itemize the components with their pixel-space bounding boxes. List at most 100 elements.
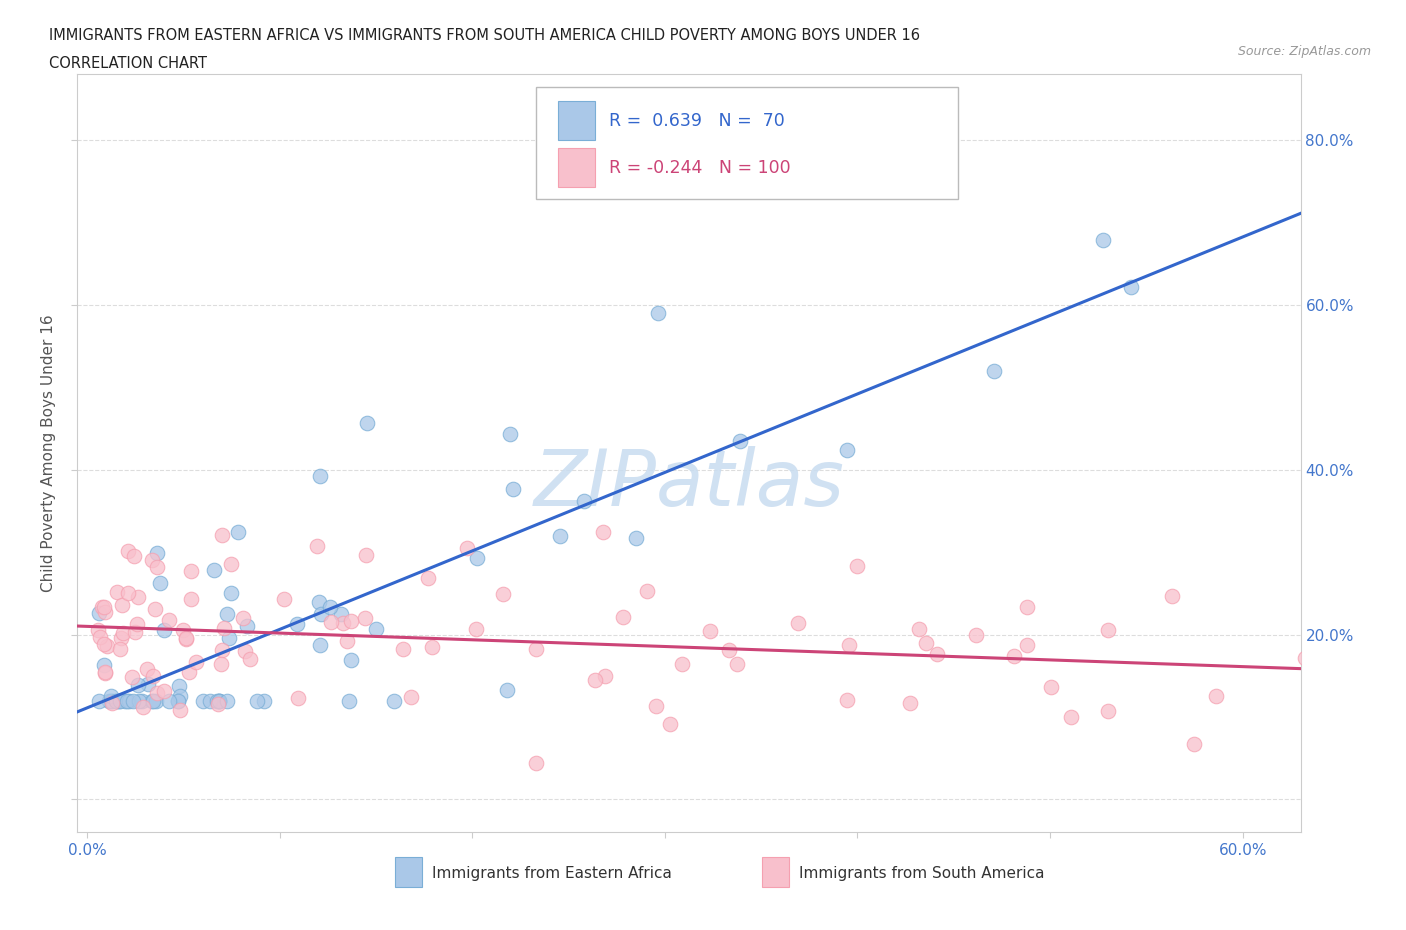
Point xyxy=(592,525,614,539)
Point xyxy=(101,696,124,711)
Point xyxy=(127,590,149,604)
Point xyxy=(208,693,231,708)
Point xyxy=(287,690,309,705)
Point xyxy=(191,693,214,708)
Bar xyxy=(762,857,789,887)
Point xyxy=(202,563,225,578)
Point xyxy=(87,693,110,708)
Point xyxy=(218,631,240,645)
Point xyxy=(273,591,295,606)
Point xyxy=(246,693,269,708)
Point xyxy=(908,621,931,636)
Point xyxy=(114,693,136,708)
Point xyxy=(87,605,110,620)
Point xyxy=(159,613,181,628)
Point xyxy=(141,553,163,568)
Point xyxy=(717,643,740,658)
Point xyxy=(142,669,165,684)
Point xyxy=(1039,679,1062,694)
Point xyxy=(285,617,308,631)
Point xyxy=(356,416,378,431)
Text: Source: ZipAtlas.com: Source: ZipAtlas.com xyxy=(1237,45,1371,58)
Point xyxy=(416,570,439,585)
Point xyxy=(89,630,111,644)
Point xyxy=(136,677,159,692)
Point xyxy=(307,538,329,553)
Point xyxy=(925,646,948,661)
Point xyxy=(838,638,860,653)
Point xyxy=(671,657,693,671)
Point xyxy=(93,658,115,672)
Point xyxy=(1294,651,1316,666)
Point xyxy=(110,598,132,613)
Point xyxy=(90,600,112,615)
Point xyxy=(728,433,751,448)
Point xyxy=(141,693,163,708)
Point xyxy=(401,690,423,705)
Point xyxy=(308,637,330,652)
Text: R =  0.639   N =  70: R = 0.639 N = 70 xyxy=(609,112,785,129)
Point xyxy=(180,564,202,578)
Point xyxy=(209,657,232,671)
Point xyxy=(145,559,167,574)
Point xyxy=(837,443,859,458)
Point xyxy=(124,624,146,639)
Point xyxy=(336,634,359,649)
Point xyxy=(219,586,242,601)
Point xyxy=(128,693,150,708)
Point xyxy=(253,693,276,708)
Point xyxy=(572,493,595,508)
Text: CORRELATION CHART: CORRELATION CHART xyxy=(49,56,207,71)
Point xyxy=(835,693,858,708)
Point xyxy=(94,665,117,680)
Point xyxy=(143,602,166,617)
Text: Immigrants from Eastern Africa: Immigrants from Eastern Africa xyxy=(432,866,672,881)
Point xyxy=(112,625,135,640)
Point xyxy=(787,616,810,631)
Point xyxy=(1097,703,1119,718)
Point xyxy=(1015,600,1038,615)
Point xyxy=(647,306,669,321)
Point xyxy=(1097,622,1119,637)
Point xyxy=(174,631,197,645)
Point xyxy=(149,576,172,591)
Point xyxy=(1002,648,1025,663)
Point xyxy=(354,548,377,563)
Point xyxy=(420,640,443,655)
Point xyxy=(1119,279,1142,294)
Point xyxy=(94,665,117,680)
Point xyxy=(100,693,122,708)
Point xyxy=(1160,589,1182,604)
Point xyxy=(207,693,229,708)
Point xyxy=(153,684,176,698)
Point xyxy=(198,693,221,708)
Point xyxy=(309,469,332,484)
Point xyxy=(169,679,191,694)
Point xyxy=(593,669,616,684)
Point xyxy=(215,606,238,621)
Point xyxy=(1091,232,1114,247)
Point xyxy=(626,530,648,545)
Point xyxy=(208,693,231,708)
Point xyxy=(110,631,132,645)
Point xyxy=(211,643,233,658)
Point xyxy=(207,693,229,708)
Point xyxy=(174,631,197,646)
Point xyxy=(108,693,131,708)
Bar xyxy=(558,148,595,187)
Bar xyxy=(558,101,595,140)
Point xyxy=(136,662,159,677)
Point xyxy=(366,621,388,636)
Point xyxy=(93,600,115,615)
Point xyxy=(645,698,668,713)
Point xyxy=(502,482,524,497)
Point xyxy=(228,525,250,539)
Point xyxy=(180,591,202,606)
Point xyxy=(177,664,200,679)
Point xyxy=(337,693,360,708)
Point xyxy=(332,615,354,630)
Point xyxy=(153,623,176,638)
Point xyxy=(499,426,522,441)
Point xyxy=(456,540,478,555)
Point xyxy=(309,606,332,621)
